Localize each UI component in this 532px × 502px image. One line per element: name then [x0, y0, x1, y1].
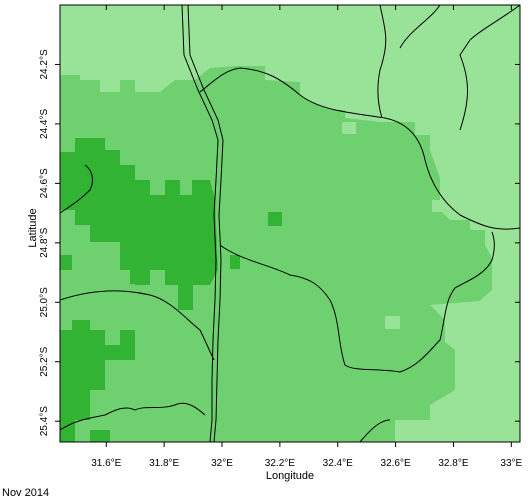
- dark-green-regions: [60, 138, 282, 442]
- province-boundary: [199, 67, 520, 230]
- x-tick-label: 32°E: [211, 458, 233, 469]
- y-tick-label: 24.4°S: [39, 109, 50, 139]
- x-axis-title: Longitude: [266, 470, 314, 482]
- river-north-1: [377, 5, 387, 119]
- x-tick-label: 32.8°E: [438, 458, 468, 469]
- x-axis: 31.6°E 31.8°E 32°E 32.2°E 32.4°E 32.6°E 32.8°E…: [91, 5, 523, 469]
- medium-green-regions: [60, 66, 520, 442]
- map-plot-area: [60, 5, 520, 442]
- x-tick-label: 32.4°E: [323, 458, 353, 469]
- river-south-west: [60, 290, 215, 361]
- y-axis: 24.2°S 24.4°S 24.6°S 24.8°S 25.0°S 25.2°S 25.4…: [39, 49, 520, 436]
- plot-frame: [59, 4, 521, 443]
- y-axis-title: Latitude: [27, 208, 39, 247]
- y-tick-label: 25.4°S: [39, 406, 50, 436]
- boundary-lines: [60, 5, 520, 442]
- river-south: [60, 402, 206, 431]
- x-tick-label: 31.8°E: [149, 458, 179, 469]
- x-tick-label: 32.6°E: [381, 458, 411, 469]
- west-boundary: [60, 164, 93, 214]
- x-tick-label: 32.2°E: [265, 458, 295, 469]
- border-line-east: [187, 5, 224, 442]
- y-tick-label: 24.6°S: [39, 168, 50, 198]
- river-north-2: [399, 5, 441, 49]
- y-tick-label: 24.2°S: [39, 49, 50, 79]
- border-line-west: [181, 5, 219, 442]
- y-tick-label: 25.0°S: [39, 287, 50, 317]
- x-tick-label: 31.6°E: [91, 458, 121, 469]
- y-tick-label: 24.8°S: [39, 227, 50, 257]
- x-tick-label: 33°E: [500, 458, 522, 469]
- river-north-3: [459, 5, 520, 131]
- y-tick-label: 25.2°S: [39, 346, 50, 376]
- river-south-east: [359, 419, 391, 442]
- date-label: Nov 2014: [2, 487, 50, 499]
- river-central: [219, 231, 495, 373]
